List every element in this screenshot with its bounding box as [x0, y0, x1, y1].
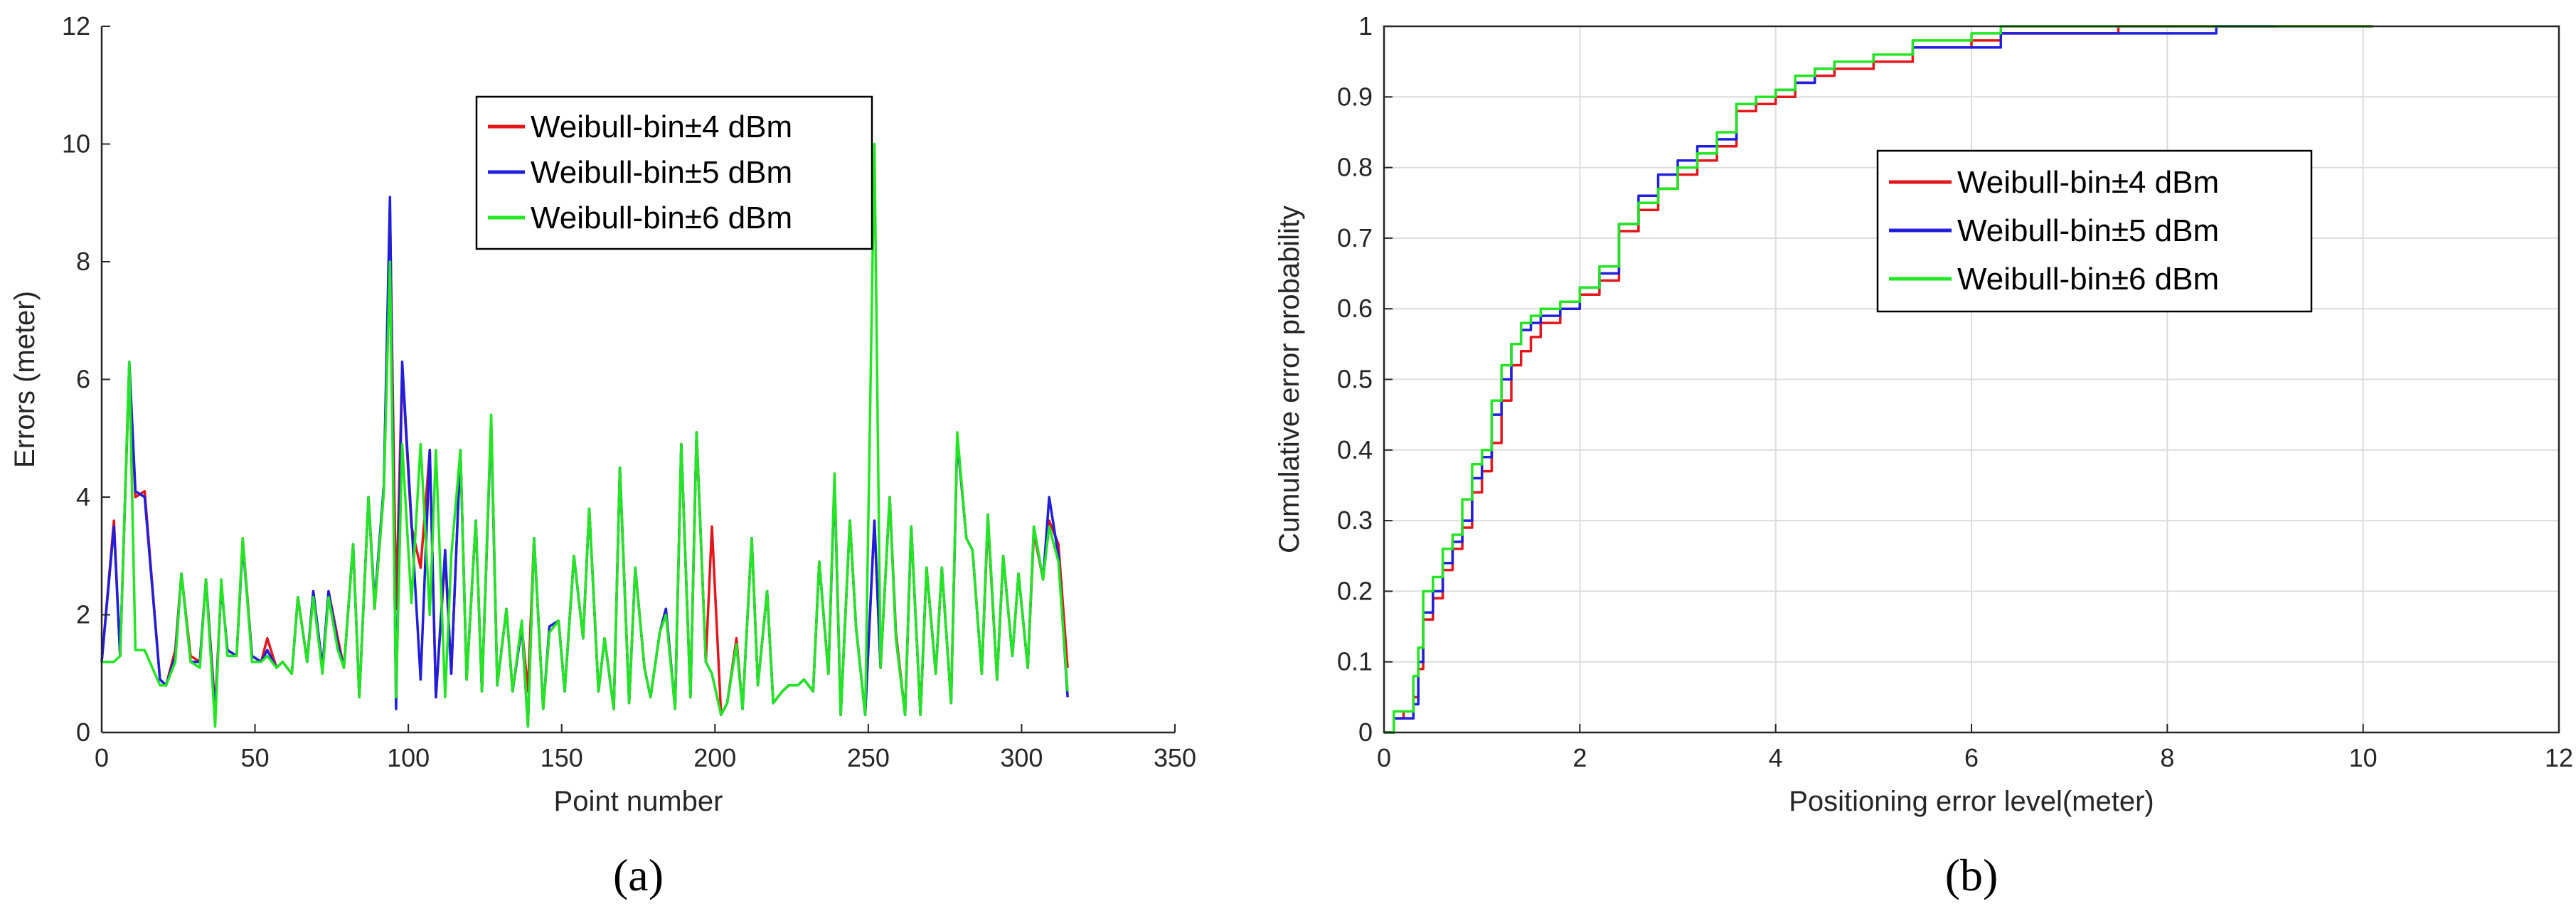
panel-b-legend: Weibull-bin±4 dBm Weibull-bin±5 dBm Weibul…: [1876, 149, 2313, 313]
y-tick-label-6: 0.6: [1337, 294, 1373, 323]
panel-a-x-axis-label: Point number: [554, 786, 723, 817]
x-tick-label-3: 150: [541, 743, 583, 772]
panel-b-caption: (b): [1945, 850, 1998, 900]
series-line-3: [1384, 25, 2373, 734]
x-tick-label-7: 350: [1154, 743, 1196, 772]
x-tick-label-6: 300: [1000, 743, 1043, 772]
y-tick-label-1: 0.1: [1337, 647, 1373, 676]
y-tick-label-5: 10: [62, 129, 90, 159]
y-tick-label-4: 8: [76, 247, 90, 276]
x-tick-label-0: 0: [95, 743, 109, 772]
panel-b-axes: [1383, 25, 2560, 734]
series-line-3: [102, 142, 1069, 728]
y-tick-label-7: 0.7: [1337, 223, 1373, 252]
x-tick-label-2: 4: [1769, 743, 1783, 772]
x-tick-label-4: 8: [2160, 743, 2174, 772]
x-tick-label-0: 0: [1377, 743, 1391, 772]
x-tick-label-5: 250: [847, 743, 890, 772]
panel-a-series-lines: [100, 142, 1069, 728]
y-tick-label-9: 0.9: [1337, 82, 1373, 111]
legend-label-3: Weibull-bin±6 dBm: [531, 201, 792, 235]
panel-a-legend: Weibull-bin±4 dBm Weibull-bin±5 dBm Weibul…: [475, 95, 873, 250]
panel-a-errors-by-point: 0 50 100 150 200 250 300 350 0 2 4 6 8 10 12 Point num…: [9, 11, 1196, 900]
x-tick-label-3: 6: [1964, 743, 1979, 772]
y-tick-label-6: 12: [62, 11, 90, 41]
x-tick-label-4: 200: [693, 743, 736, 772]
x-tick-label-6: 12: [2545, 743, 2573, 772]
legend-label-2: Weibull-bin±5 dBm: [1957, 213, 2219, 248]
x-tick-label-1: 2: [1572, 743, 1587, 772]
x-tick-label-1: 50: [241, 743, 270, 772]
panel-a-tick-labels: 0 50 100 150 200 250 300 350 0 2 4 6 8 10 12: [62, 11, 1196, 772]
y-tick-label-0: 0: [1358, 718, 1373, 747]
y-tick-label-1: 2: [76, 600, 90, 629]
panel-b-x-axis-label: Positioning error level(meter): [1789, 786, 2154, 817]
legend-label-1: Weibull-bin±4 dBm: [1957, 165, 2219, 200]
panel-b-tick-labels: 0 2 4 6 8 10 12 0 0.1 0.2 0.3 0.4 0.5 0.6 0.7 0.8 0.9 1: [1337, 11, 2573, 772]
panel-b-cumulative-error: 0 2 4 6 8 10 12 0 0.1 0.2 0.3 0.4 0.5 0.6 0.7 0.8 0.9 1 P…: [1274, 11, 2573, 900]
y-tick-label-3: 0.3: [1337, 506, 1373, 535]
legend-label-1: Weibull-bin±4 dBm: [531, 110, 792, 144]
y-tick-label-8: 0.8: [1337, 153, 1373, 182]
panel-b-y-axis-label: Cumulative error probability: [1274, 206, 1305, 553]
legend-label-3: Weibull-bin±6 dBm: [1957, 262, 2219, 297]
legend-box: [475, 95, 873, 250]
panel-b-series-lines: [1384, 25, 2373, 734]
y-tick-label-5: 0.5: [1337, 365, 1373, 394]
y-tick-label-0: 0: [76, 718, 90, 747]
panel-a-caption: (a): [613, 850, 664, 900]
x-tick-label-5: 10: [2349, 743, 2378, 772]
y-tick-label-2: 0.2: [1337, 576, 1373, 605]
legend-label-2: Weibull-bin±5 dBm: [531, 155, 792, 190]
y-tick-label-2: 4: [76, 482, 90, 511]
panel-a-y-axis-label: Errors (meter): [9, 291, 41, 468]
x-tick-label-2: 100: [387, 743, 430, 772]
y-tick-label-10: 1: [1358, 11, 1373, 41]
y-tick-label-4: 0.4: [1337, 435, 1373, 464]
panel-a-axes: [100, 26, 1176, 734]
panel-b-grid: [1383, 26, 2560, 733]
y-tick-label-3: 6: [76, 365, 90, 394]
